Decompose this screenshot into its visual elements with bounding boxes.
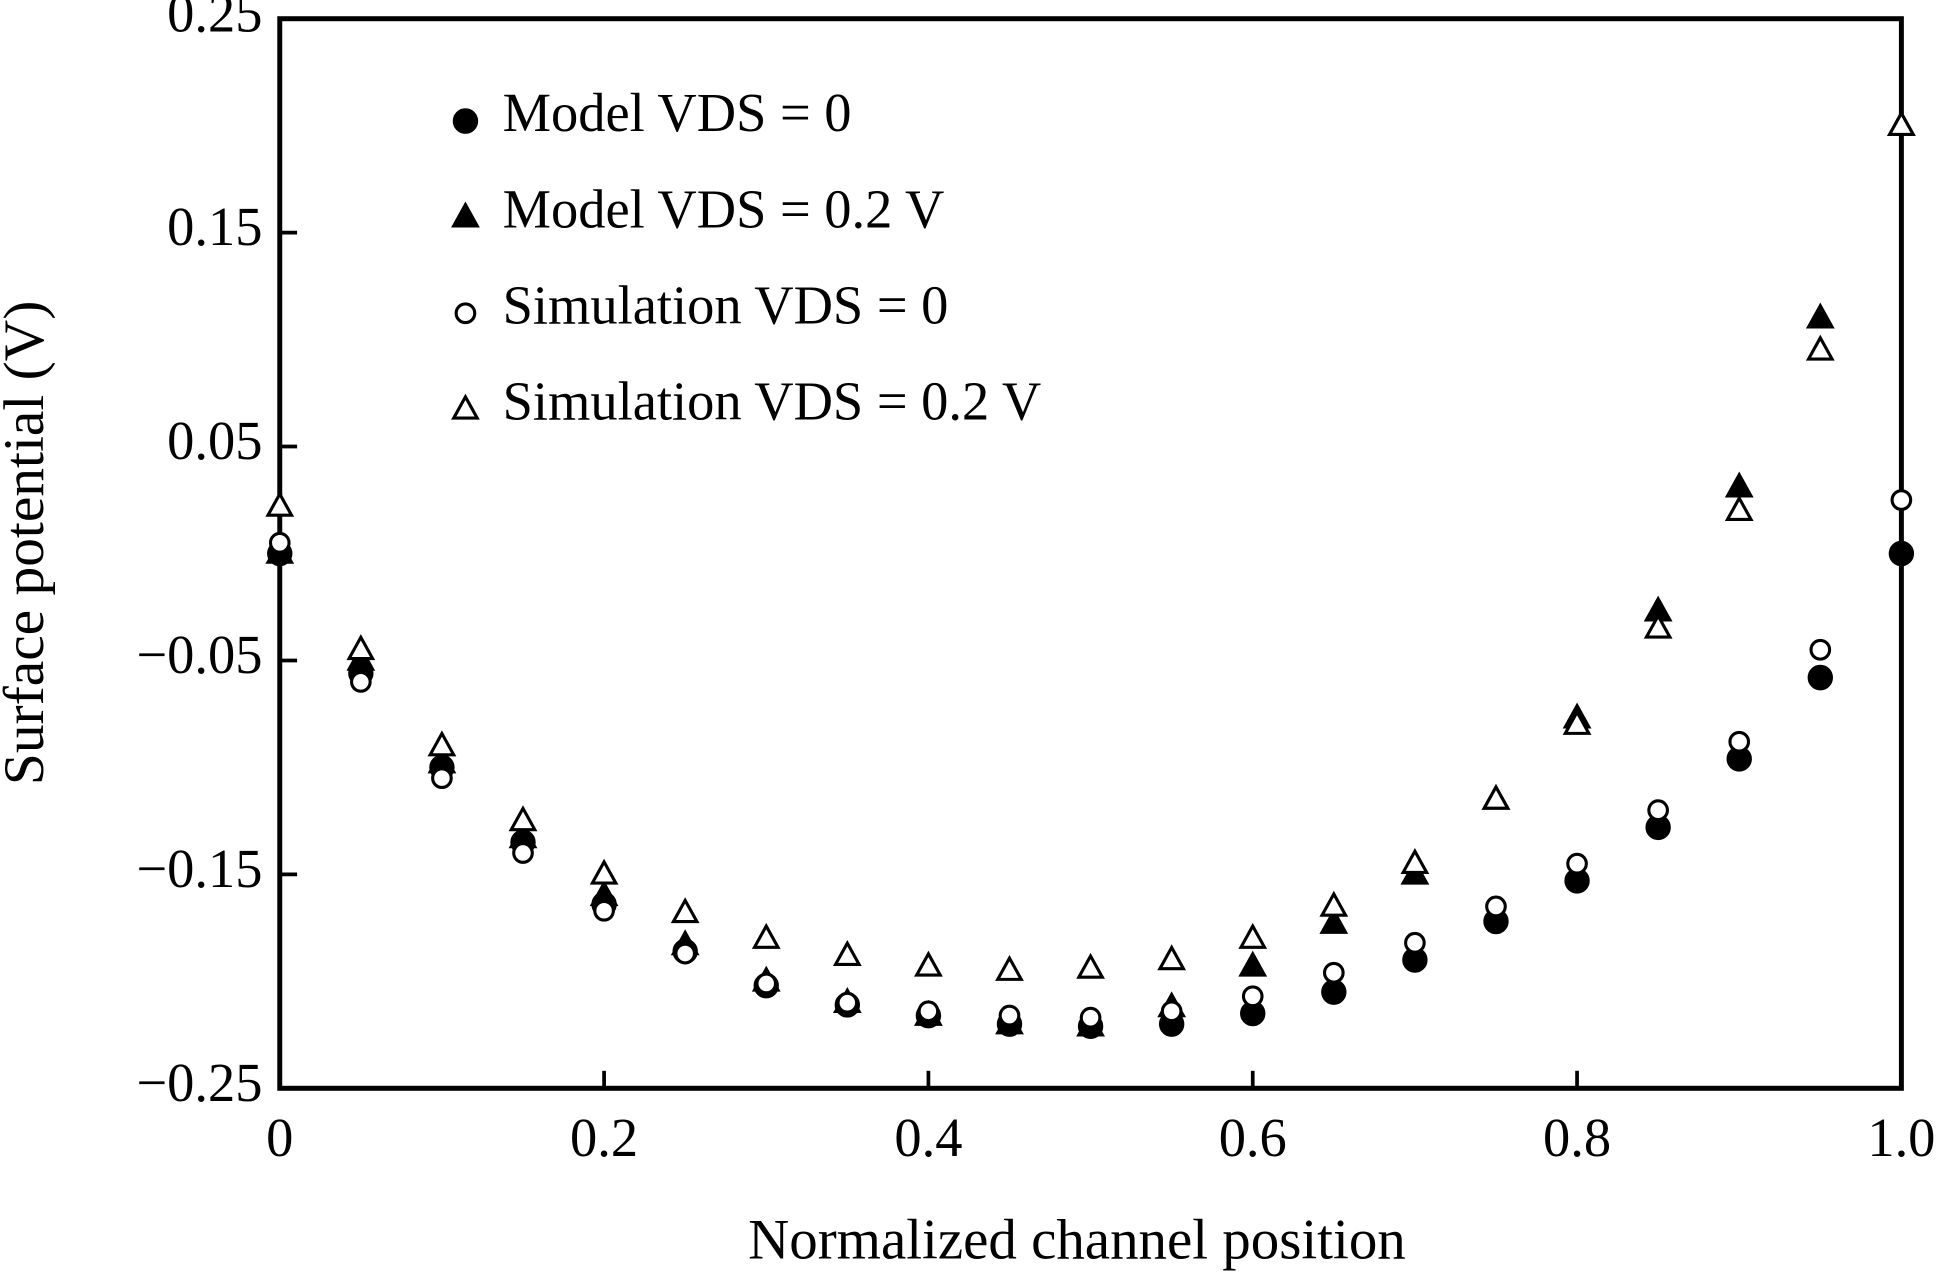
y-tick-label: −0.05 [136, 624, 262, 685]
data-point [346, 634, 376, 661]
y-tick-label: 0.25 [167, 0, 262, 43]
data-point [350, 670, 372, 693]
x-tick-label: 0.6 [1219, 1107, 1287, 1168]
data-point [1805, 334, 1835, 361]
data-point [917, 1000, 940, 1023]
legend-marker [451, 393, 480, 420]
data-point [427, 730, 457, 757]
data-point [1647, 799, 1669, 822]
data-point [593, 899, 615, 922]
legend-label: Model VDS = 0.2 V [503, 178, 945, 239]
data-point [268, 531, 291, 554]
x-tick-label: 0.8 [1543, 1107, 1611, 1168]
y-tick-label: 0.15 [167, 196, 262, 257]
data-point [1485, 895, 1507, 918]
legend-label: Model VDS = 0 [503, 82, 852, 143]
data-point [512, 842, 534, 864]
data-point [755, 972, 778, 995]
data-point [1562, 708, 1592, 735]
data-point [431, 767, 453, 790]
data-point [914, 950, 943, 977]
data-point [674, 942, 696, 965]
data-point [1724, 495, 1754, 522]
data-point [836, 991, 859, 1014]
data-point [508, 805, 538, 832]
legend-marker [454, 302, 477, 325]
legend-label: Simulation VDS = 0 [503, 274, 949, 335]
data-point [998, 1004, 1021, 1027]
data-point [1400, 848, 1430, 874]
data-point [589, 858, 619, 885]
data-point [1404, 931, 1426, 954]
data-point [1322, 961, 1345, 984]
data-point [265, 490, 295, 517]
data-point [995, 954, 1024, 981]
data-point [1160, 1000, 1183, 1023]
x-tick-label: 0 [266, 1107, 293, 1168]
data-point [1805, 302, 1835, 329]
data-point [1157, 944, 1187, 971]
y-tick-label: −0.15 [136, 838, 262, 899]
data-point [1890, 489, 1913, 511]
data-point [1076, 952, 1105, 979]
x-tick-label: 0.2 [570, 1107, 638, 1168]
data-point [1238, 950, 1268, 977]
data-point [1888, 540, 1915, 567]
data-point [1319, 890, 1349, 917]
data-point [670, 897, 700, 924]
data-point [1241, 985, 1264, 1008]
y-tick-label: −0.25 [136, 1052, 262, 1113]
data-point [751, 922, 781, 949]
legend-label: Simulation VDS = 0.2 V [503, 370, 1042, 431]
x-tick-label: 1.0 [1867, 1107, 1935, 1168]
y-axis-label: Surface potential (V) [0, 301, 56, 785]
y-tick-label: 0.05 [167, 410, 262, 471]
x-tick-label: 0.4 [894, 1107, 962, 1168]
data-point [1724, 471, 1754, 498]
data-point [1807, 664, 1833, 691]
data-point [1238, 922, 1268, 949]
data-point [1886, 109, 1916, 136]
data-point [832, 939, 862, 966]
legend-marker [452, 108, 479, 134]
data-point [1319, 907, 1349, 934]
data-point [1643, 612, 1673, 639]
data-point [1079, 1006, 1102, 1029]
legend-marker [451, 201, 480, 228]
data-point [1728, 730, 1751, 753]
x-axis-label: Normalized channel position [748, 1209, 1406, 1272]
data-point [1481, 783, 1511, 810]
data-point [1566, 852, 1588, 875]
data-point [1809, 638, 1832, 661]
data-point [1321, 979, 1347, 1005]
